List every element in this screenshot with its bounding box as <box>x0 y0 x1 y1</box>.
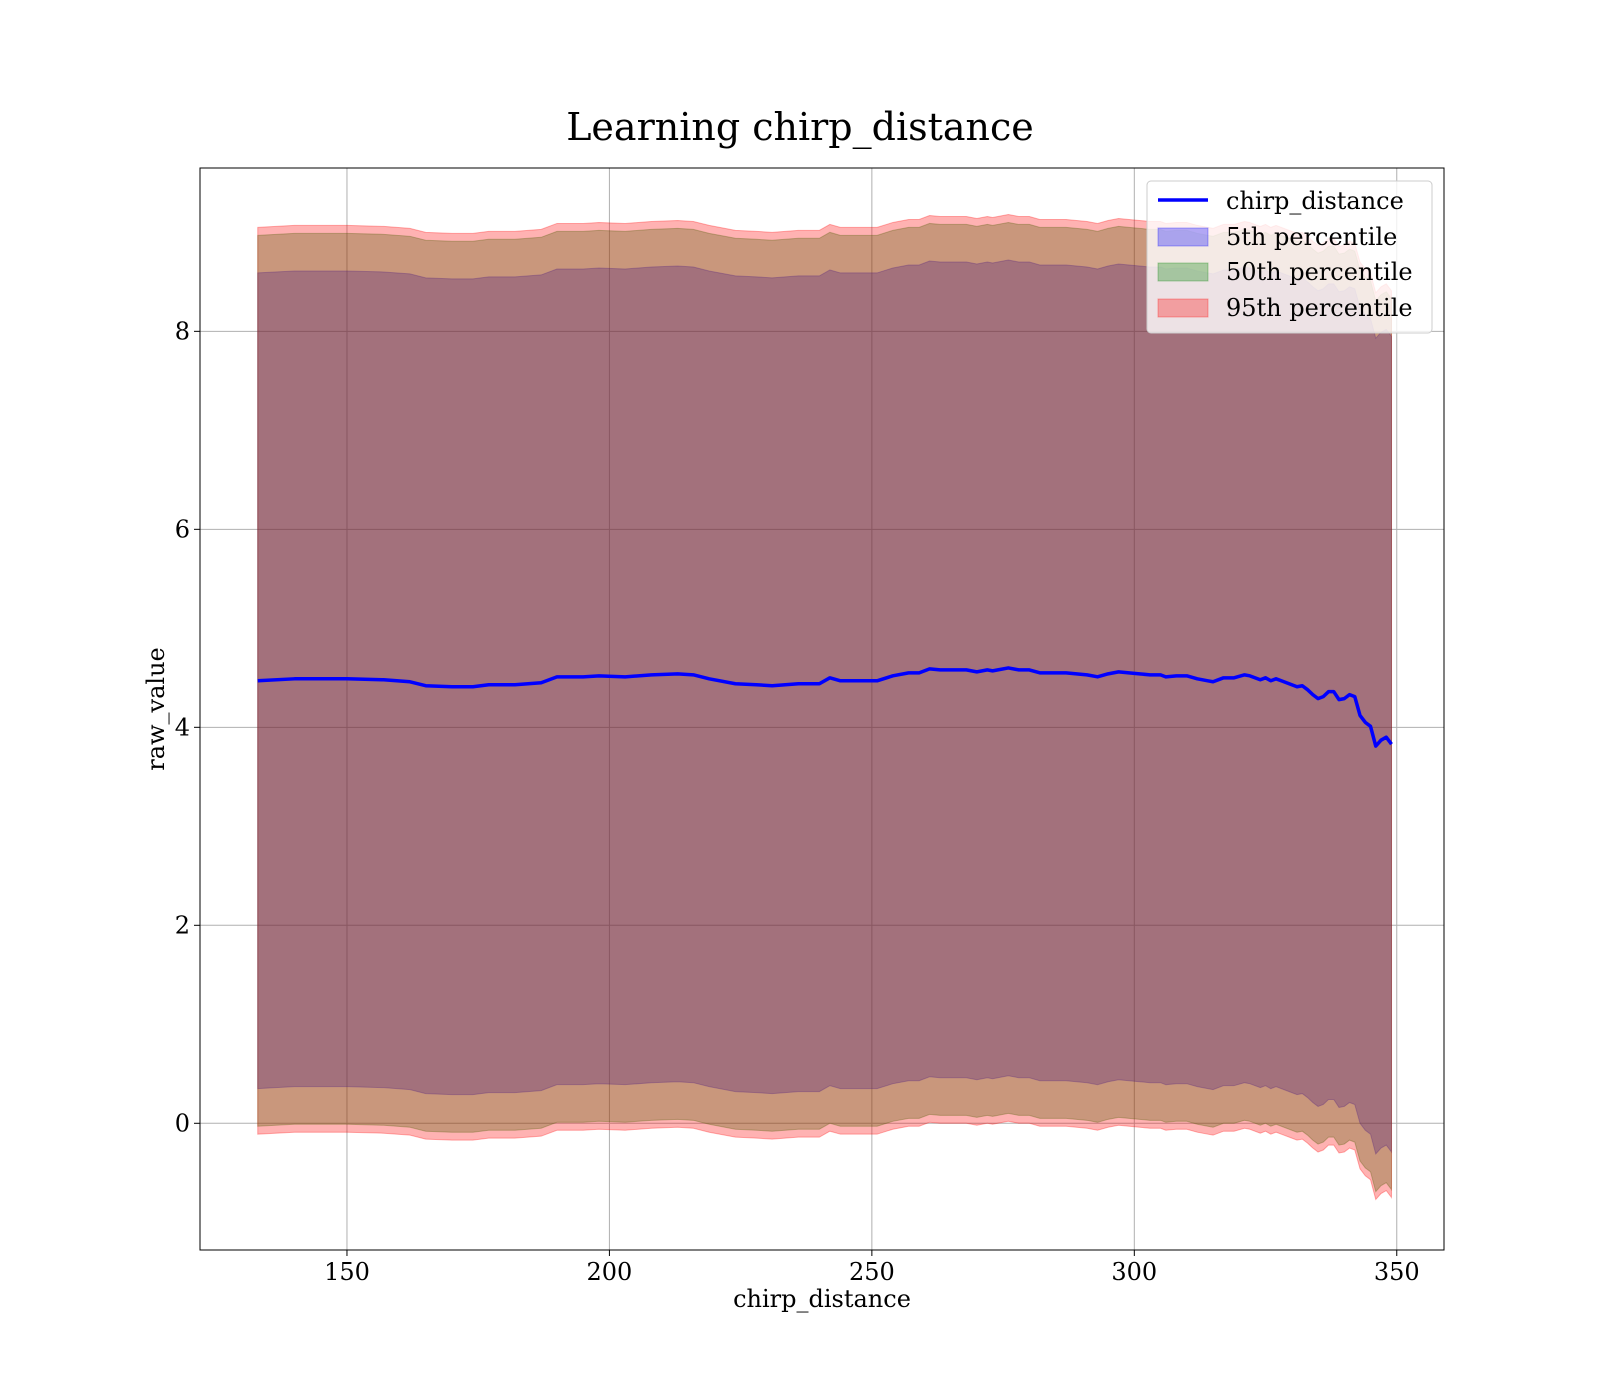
x-tick-label: 350 <box>1374 1258 1420 1286</box>
series-line-layer <box>257 666 1393 748</box>
band-5th-percentile <box>257 259 1393 1156</box>
y-tick-label: 2 <box>175 911 190 939</box>
y-tick-label: 8 <box>175 317 190 345</box>
legend-swatch-5th <box>1157 227 1209 247</box>
y-tick-label: 0 <box>175 1109 190 1137</box>
y-tick-label: 4 <box>175 713 190 741</box>
legend-box <box>1146 180 1433 334</box>
x-axis-label: chirp_distance <box>733 1285 911 1313</box>
x-tick-label: 200 <box>587 1258 633 1286</box>
chart-title: Learning chirp_distance <box>566 105 1034 150</box>
legend-label-95th: 95th percentile <box>1226 294 1413 322</box>
legend: chirp_distance 5th percentile 50th perce… <box>1146 180 1433 334</box>
series-line-chirp-distance <box>257 666 1393 748</box>
y-axis-label: raw_value <box>142 647 170 771</box>
band-95th-percentile <box>257 214 1393 1201</box>
x-tick-label: 300 <box>1111 1258 1157 1286</box>
legend-label-line: chirp_distance <box>1226 187 1404 215</box>
band-50th-percentile <box>257 221 1393 1193</box>
legend-swatch-95th <box>1157 298 1209 318</box>
percentile-bands <box>257 214 1393 1201</box>
plot-frame <box>199 167 1445 1251</box>
legend-label-5th: 5th percentile <box>1226 223 1397 251</box>
x-tick-label: 150 <box>324 1258 370 1286</box>
x-tick-label: 250 <box>849 1258 895 1286</box>
axis-ticks: 150 200 250 300 350 0 2 4 6 8 <box>175 317 1420 1286</box>
legend-label-50th: 50th percentile <box>1226 258 1413 286</box>
y-tick-label: 6 <box>175 515 190 543</box>
legend-swatch-50th <box>1157 262 1209 282</box>
